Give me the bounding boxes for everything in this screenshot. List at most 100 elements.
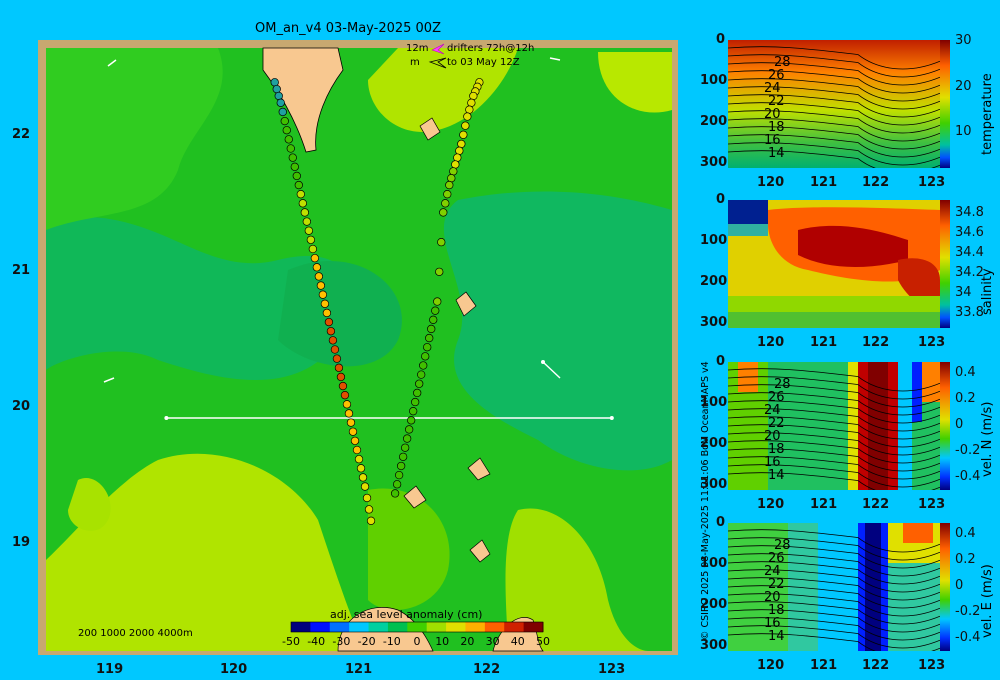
drifter-point <box>417 370 426 379</box>
contour-label: 18 <box>768 120 785 135</box>
contour-line <box>728 585 940 609</box>
colorbar-segment <box>484 622 505 632</box>
drifter-point <box>415 379 424 388</box>
section-y-tick: 0 <box>716 515 726 530</box>
colorbar-tick: -0.2 <box>955 604 981 619</box>
colorbar-tick: -50 <box>282 635 300 648</box>
colorbar-segment <box>465 622 486 632</box>
contour-label: 28 <box>774 377 791 392</box>
section-y-tick: 0 <box>716 192 726 207</box>
colorbar-tick: 0.4 <box>955 526 976 541</box>
contour-label: 22 <box>768 94 785 109</box>
section-x-tick: 122 <box>862 335 890 350</box>
drifter-point <box>435 267 444 276</box>
drifter-point <box>467 98 476 107</box>
section-x-tick: 123 <box>918 497 946 512</box>
contour-line <box>728 472 940 490</box>
drifter-point <box>324 317 334 327</box>
contour-line <box>728 416 940 440</box>
drifter-point <box>413 388 422 398</box>
colorbar-tick: 0 <box>955 417 964 432</box>
salinity-colorbar <box>940 200 950 328</box>
drifter-point <box>362 493 372 503</box>
vel-e-colorbar <box>940 523 950 651</box>
drifter-point <box>441 199 450 208</box>
section-x-tick: 121 <box>810 335 838 350</box>
legend-time: to 03 May 12Z <box>447 57 520 68</box>
drifter-tracks <box>270 78 484 525</box>
drifter-point <box>316 281 326 290</box>
y-tick: 21 <box>12 263 31 278</box>
contour-label: 26 <box>768 551 785 566</box>
drifter-point <box>274 91 283 101</box>
drifter-point <box>338 381 348 391</box>
drifter-point <box>461 121 470 130</box>
drifter-point <box>443 190 452 199</box>
section-variable-label: salinity <box>980 268 995 315</box>
section-y-tick: 200 <box>700 436 728 451</box>
colorbar-tick: 34.4 <box>955 245 984 260</box>
colorbar-tick: 50 <box>536 635 550 648</box>
colorbar-tick: 10 <box>955 124 972 139</box>
colorbar-tick: -10 <box>383 635 401 648</box>
contour-label: 28 <box>774 538 791 553</box>
colorbar-segment <box>446 622 466 632</box>
section-x-tick: 123 <box>918 658 946 673</box>
contour-label: 24 <box>764 81 781 96</box>
section-x-tick: 120 <box>757 335 785 350</box>
colorbar-tick: 0 <box>955 578 964 593</box>
contour-line <box>728 142 940 166</box>
drifter-point <box>407 416 416 425</box>
drifter-point <box>455 146 464 155</box>
contour-label: 26 <box>768 390 785 405</box>
section-variable-label: temperature <box>980 73 995 155</box>
drifter-point <box>344 409 354 418</box>
section-x-tick: 122 <box>862 497 890 512</box>
temperature-colorbar <box>940 40 950 168</box>
contour-line <box>728 86 940 110</box>
drifter-point <box>332 354 342 363</box>
legend-drifters: drifters 72h@12h <box>447 43 535 54</box>
section-y-tick: 0 <box>716 354 726 369</box>
contour-label: 18 <box>768 603 785 618</box>
colorbar-segment <box>349 622 370 632</box>
x-tick: 120 <box>220 662 248 677</box>
colorbar-tick: 0.2 <box>955 391 976 406</box>
drifter-point <box>294 180 303 190</box>
section-variable-label: vel. N (m/s) <box>980 401 995 477</box>
contour-line <box>728 464 940 488</box>
contour-line <box>728 376 940 400</box>
contour-line <box>728 126 940 150</box>
x-tick: 121 <box>345 662 373 677</box>
section-y-tick: 100 <box>700 233 728 248</box>
section-variable-label: vel. E (m/s) <box>980 564 995 638</box>
drifter-point <box>278 107 287 117</box>
colorbar-segment <box>407 622 428 632</box>
contour-label: 24 <box>764 564 781 579</box>
colorbar-tick: 0.2 <box>955 552 976 567</box>
contour-line <box>728 617 940 641</box>
drifter-point <box>304 226 313 235</box>
drifter-point <box>453 153 462 162</box>
section-y-tick: 100 <box>700 556 728 571</box>
colorbar-tick: 0.4 <box>955 365 976 380</box>
drifter-point <box>354 454 364 464</box>
drifter-point <box>296 190 305 199</box>
section-x-tick: 121 <box>810 497 838 512</box>
section-x-tick: 123 <box>918 175 946 190</box>
drifter-point <box>463 112 472 121</box>
drifter-point <box>352 445 362 455</box>
section-y-tick: 100 <box>700 73 728 88</box>
drifter-point <box>396 461 406 471</box>
section-x-tick: 121 <box>810 175 838 190</box>
contour-label: 28 <box>774 55 791 70</box>
colorbar-tick: 0 <box>414 635 421 648</box>
drifter-point <box>286 144 295 153</box>
contour-label: 16 <box>764 455 781 470</box>
contour-label: 26 <box>768 68 785 83</box>
drifter-point <box>322 308 332 318</box>
drifter-point <box>330 345 340 354</box>
contour-line <box>728 593 940 617</box>
